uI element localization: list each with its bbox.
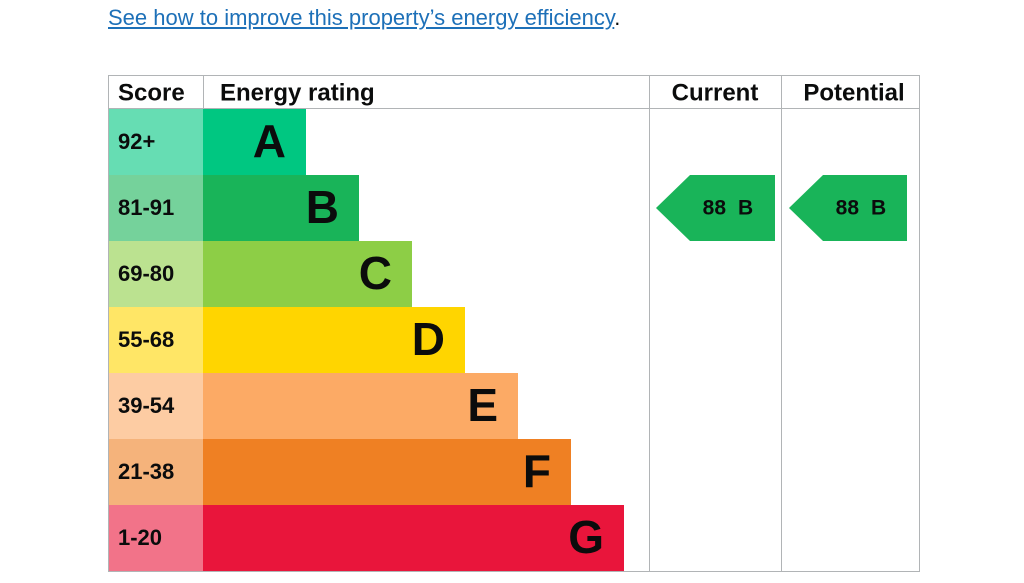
rating-letter: F <box>523 445 551 497</box>
rating-letter: G <box>568 511 604 563</box>
rating-bar <box>203 175 359 241</box>
rating-letter: C <box>359 247 392 299</box>
header: Score <box>118 79 185 106</box>
score-range: 1-20 <box>118 525 162 550</box>
current-rating: B <box>738 197 753 220</box>
rating-bar <box>203 241 412 307</box>
header: Current <box>672 79 759 106</box>
current-arrow <box>656 175 775 241</box>
score-range: 92+ <box>118 129 155 154</box>
link-suffix: . <box>614 5 621 30</box>
rating-bar <box>203 505 624 571</box>
score-range: 39-54 <box>118 393 175 418</box>
score-cell-bg <box>109 241 203 307</box>
header: Potential <box>803 79 904 106</box>
improve-link[interactable]: See how to improve this property’s energ… <box>108 5 615 30</box>
rating-bar <box>203 109 306 175</box>
rating-letter: D <box>412 313 445 365</box>
score-range: 55-68 <box>118 327 174 352</box>
rating-letter: A <box>253 115 286 167</box>
score-cell-bg <box>109 175 203 241</box>
score-cell-bg <box>109 373 203 439</box>
rating-bar <box>203 439 571 505</box>
rating-bar <box>203 373 518 439</box>
potential-arrow <box>789 175 907 241</box>
potential-score: 88 <box>836 197 860 220</box>
rating-letter: B <box>306 181 339 233</box>
score-range: 69-80 <box>118 261 174 286</box>
current-score: 88 <box>703 197 727 220</box>
link-line: See how to improve this property’s energ… <box>108 5 620 31</box>
score-cell-bg <box>109 109 203 175</box>
potential-rating: B <box>871 197 886 220</box>
score-cell-bg <box>109 505 203 571</box>
rating-letter: E <box>467 379 498 431</box>
score-cell-bg <box>109 439 203 505</box>
table-lines <box>108 75 920 572</box>
score-range: 81-91 <box>118 195 174 220</box>
score-cell-bg <box>109 307 203 373</box>
rating-bar <box>203 307 465 373</box>
table-border <box>108 75 920 572</box>
header: Energy rating <box>220 79 375 106</box>
score-range: 21-38 <box>118 459 174 484</box>
